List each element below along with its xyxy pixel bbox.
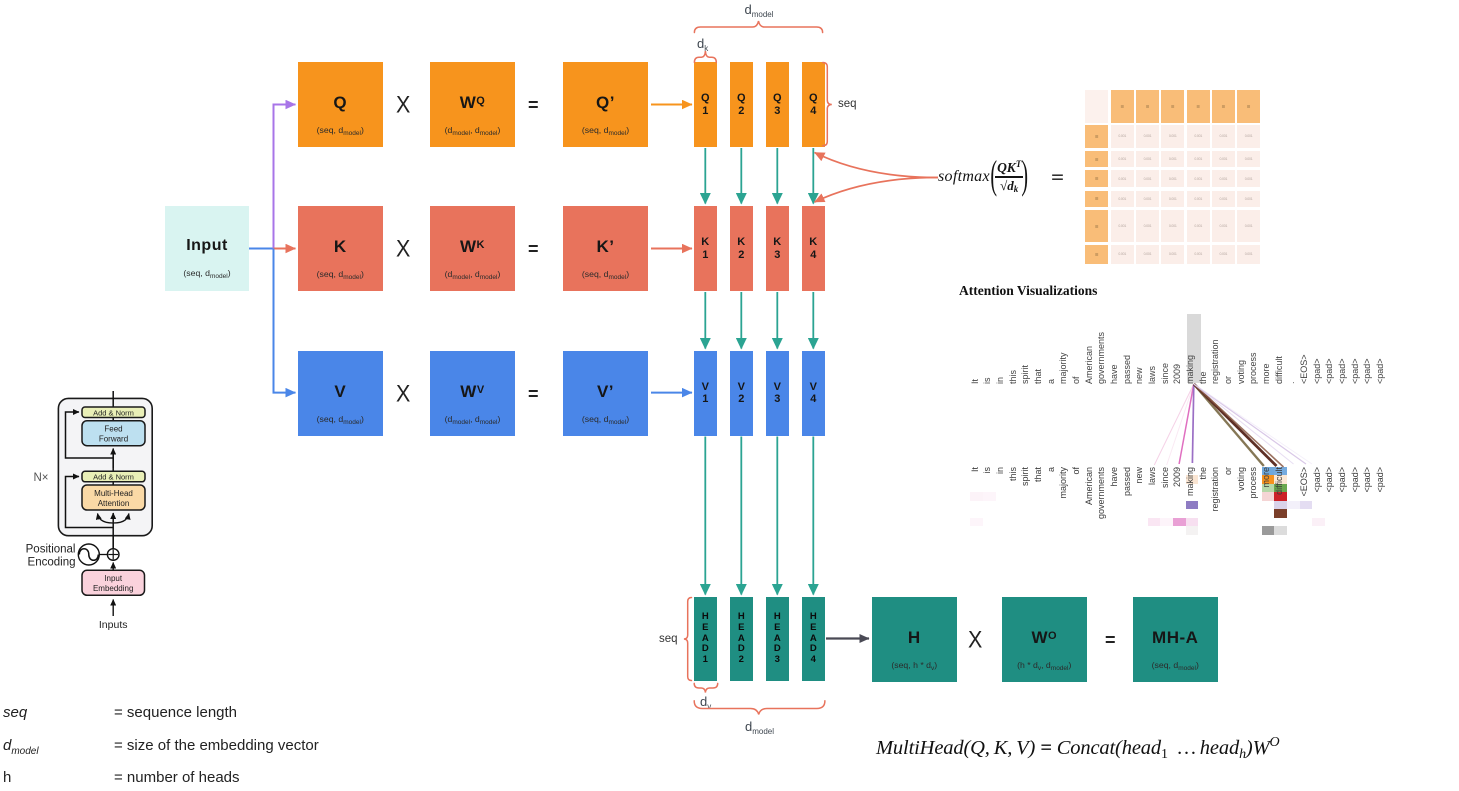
svg-text:Inputs: Inputs — [99, 619, 128, 631]
svg-text:Forward: Forward — [99, 435, 128, 444]
svg-text:Positional: Positional — [26, 544, 76, 556]
svg-text:Encoding: Encoding — [28, 557, 76, 569]
svg-text:Attention: Attention — [98, 499, 130, 508]
svg-text:Multi-Head: Multi-Head — [94, 489, 133, 498]
svg-text:N×: N× — [33, 472, 48, 484]
svg-text:Embedding: Embedding — [93, 584, 133, 593]
svg-text:Add & Norm: Add & Norm — [93, 408, 134, 417]
svg-text:Add & Norm: Add & Norm — [93, 473, 134, 482]
svg-text:Input: Input — [104, 574, 123, 583]
svg-text:Feed: Feed — [104, 425, 122, 434]
